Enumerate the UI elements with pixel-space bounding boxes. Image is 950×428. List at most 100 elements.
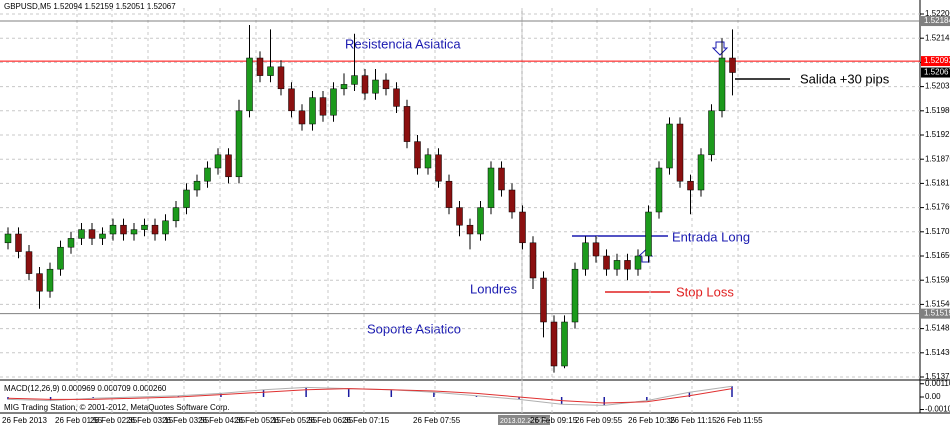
candle-body [708, 110, 715, 156]
candle-body [225, 154, 232, 178]
candle-body [414, 141, 421, 169]
y-tick-label: 1.51485 [925, 324, 950, 333]
candle-body [99, 233, 106, 239]
candle-body [351, 75, 358, 85]
candle-body [613, 260, 621, 270]
x-tick-label: 26 Feb 05:15 [234, 416, 282, 425]
candle-body [298, 110, 306, 125]
x-tick-label: 26 Feb 11:55 [716, 416, 763, 425]
annotation: Soporte Asiatico [367, 321, 461, 336]
candle-body [183, 189, 190, 208]
x-tick-label: 26 Feb 11:15 [670, 416, 717, 425]
level-label: 1.51519 [924, 309, 950, 318]
annotation: Entrada Long [672, 229, 750, 244]
candle-body [624, 260, 631, 270]
x-tick-label: 26 Feb 09:55 [575, 416, 623, 425]
y-tick-label: 1.51870 [925, 154, 950, 163]
candle-body [729, 57, 736, 73]
y-tick-label: 1.51595 [925, 275, 950, 284]
candle-body [382, 79, 390, 90]
y-tick-label: 1.52200 [925, 9, 950, 18]
x-tick-label: 26 Feb 07:55 [413, 416, 461, 425]
y-tick-label: 1.51375 [925, 372, 950, 381]
x-tick-label: 26 Feb 05:55 [270, 416, 318, 425]
candle-body [393, 88, 400, 107]
annotation: Stop Loss [676, 284, 734, 299]
y-tick-label: 1.51760 [925, 203, 950, 212]
candle-body [676, 123, 684, 182]
y-tick-label: 1.51650 [925, 251, 950, 260]
x-tick-label: 26 Feb 02:35 [90, 416, 138, 425]
candle-body [214, 154, 222, 169]
candle-body [582, 242, 589, 270]
candle-body [288, 88, 295, 112]
candle-body [46, 268, 54, 292]
candle-body [529, 242, 537, 279]
candle-body [256, 57, 264, 76]
annotation: Londres [470, 281, 517, 296]
candle-body [540, 277, 547, 323]
candle-body [246, 57, 253, 112]
candle-body [550, 321, 558, 367]
level-label-box [921, 56, 950, 67]
down-arrow [711, 41, 729, 56]
candle-body [330, 88, 337, 116]
annotation: Resistencia Asiatica [345, 36, 461, 51]
x-tick-label: 26 Feb 03:55 [162, 416, 210, 425]
candle-body [456, 207, 463, 226]
candle-body [25, 251, 33, 274]
level-label-box [921, 67, 950, 78]
candle-body [267, 66, 274, 76]
x-tick-label: 26 Feb 06:35 [306, 416, 354, 425]
candle-body [508, 189, 516, 213]
candle-body [36, 273, 43, 292]
candle-body [634, 255, 642, 270]
macd-tick-label: 0.00 [925, 392, 941, 401]
footer: MIG Trading Station, © 2001-2012, MetaQu… [4, 403, 230, 412]
candle-body [193, 180, 201, 191]
candle-body [277, 66, 285, 90]
candle-body [435, 154, 442, 182]
level-label: 1.52067 [924, 68, 950, 77]
y-tick-label: 1.51705 [925, 227, 950, 236]
candle-body [561, 321, 568, 367]
candle-body [109, 224, 117, 235]
candle-body [498, 167, 505, 191]
level-label: 1.52093 [924, 56, 950, 65]
candle-body [172, 207, 180, 222]
candle-body [445, 180, 453, 208]
candle-body [309, 97, 316, 125]
candle-body [592, 242, 600, 257]
candle-body [162, 220, 169, 235]
macd-title: MACD(12,26,9) 0.000969 0.000709 0.000260 [4, 384, 167, 393]
x-tick-label: 26 Feb 09:15 [530, 416, 578, 425]
candle-body [319, 97, 327, 116]
y-tick-label: 1.51815 [925, 179, 950, 188]
y-tick-label: 1.51980 [925, 106, 950, 115]
candle-body [655, 167, 663, 213]
y-tick-label: 1.51925 [925, 130, 950, 139]
candle-body [88, 229, 96, 239]
candle-body [361, 75, 369, 94]
candle-body [78, 229, 85, 239]
x-tick-label: 26 Feb 04:35 [198, 416, 246, 425]
candle-body [130, 229, 138, 235]
macd-line [7, 388, 733, 404]
candle-body [466, 224, 474, 235]
candle-body [519, 211, 526, 244]
candle-body [67, 238, 75, 248]
candle-body [57, 246, 64, 270]
x-tick-label: 26 Feb 03:15 [126, 416, 174, 425]
candle-body [697, 154, 705, 191]
x-label-box [498, 415, 550, 425]
y-tick-label: 1.51430 [925, 348, 950, 357]
candle-body [4, 233, 12, 244]
candle-body [340, 84, 348, 90]
candle-body [235, 110, 243, 178]
y-tick-label: 1.52145 [925, 33, 950, 42]
x-tick-label: 26 Feb 2013 [2, 416, 47, 425]
x-tick-label: 2013.02.26 09:00 [500, 418, 555, 425]
candle-body [372, 79, 379, 94]
annotation: Salida +30 pips [800, 71, 890, 86]
